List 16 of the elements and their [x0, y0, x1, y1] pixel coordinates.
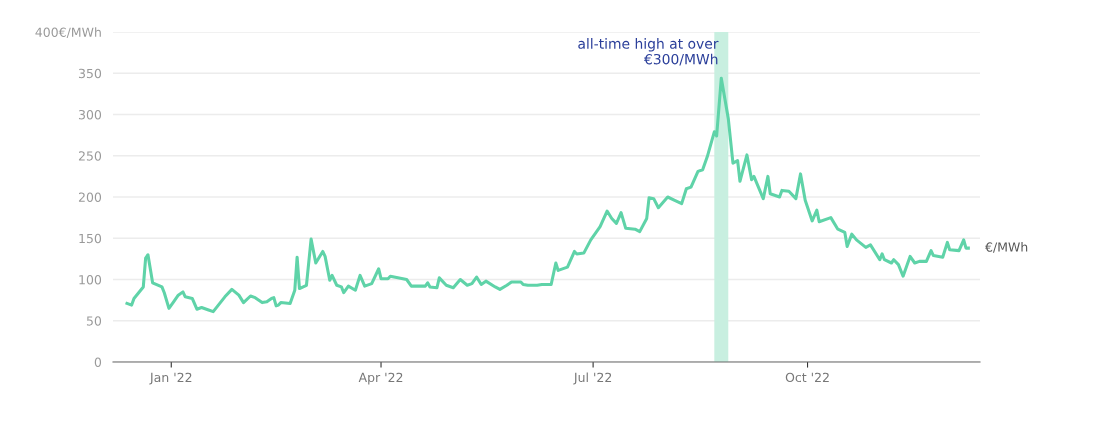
y-tick-label: 100	[79, 274, 102, 285]
x-tick-label: Apr '22	[358, 372, 403, 385]
y-tick-label: 0	[94, 357, 102, 367]
line-series	[125, 76, 970, 314]
series-label: €/MWh	[985, 242, 1028, 253]
y-tick-label: 300	[78, 109, 102, 120]
y-tick-label: 350	[78, 68, 102, 79]
y-tick-label: 250	[78, 151, 102, 161]
y-tick-label: 200	[78, 192, 102, 202]
y-tick-label: 400€/MWh	[35, 27, 101, 38]
y-tick-label: 150	[79, 233, 102, 244]
x-tick-label: Jan '22	[149, 372, 192, 385]
x-tick-label: Oct '22	[785, 372, 829, 383]
y-tick-label: 50	[86, 316, 102, 326]
x-tick-label: Jul '22	[573, 372, 612, 385]
annotation: all-time high at over €300/MWh	[578, 38, 719, 66]
